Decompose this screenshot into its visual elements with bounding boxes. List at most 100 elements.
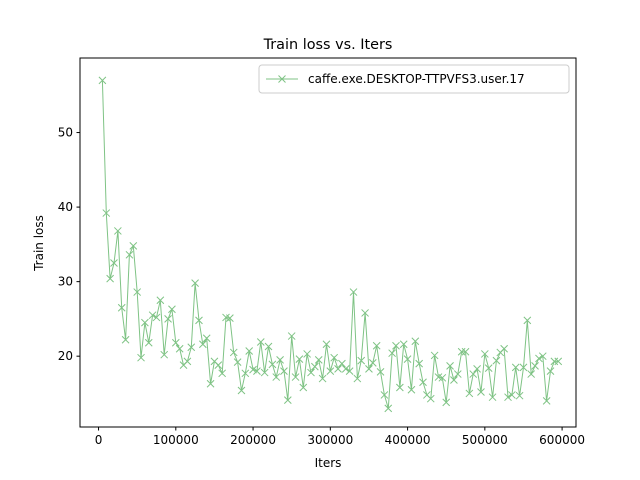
data-point-marker bbox=[229, 348, 238, 357]
data-point-marker bbox=[144, 338, 153, 347]
data-point-marker bbox=[484, 364, 493, 372]
data-point-marker bbox=[137, 353, 145, 362]
data-point-marker bbox=[357, 356, 366, 365]
data-point-marker bbox=[233, 358, 242, 366]
x-tick-label: 500000 bbox=[462, 433, 508, 447]
data-point-marker bbox=[198, 340, 207, 349]
data-point-marker bbox=[480, 350, 489, 358]
data-point-marker bbox=[353, 374, 362, 383]
data-point-marker bbox=[388, 349, 396, 358]
data-point-marker bbox=[183, 357, 192, 366]
data-point-marker bbox=[168, 305, 176, 314]
data-point-marker bbox=[341, 365, 350, 373]
data-point-marker bbox=[372, 341, 381, 350]
data-point-marker bbox=[299, 383, 308, 392]
data-point-marker bbox=[430, 351, 439, 360]
data-point-marker bbox=[415, 359, 424, 368]
x-tick-label: 0 bbox=[95, 433, 103, 447]
data-point-marker bbox=[245, 347, 254, 355]
data-point-marker bbox=[500, 344, 509, 353]
data-point-marker bbox=[121, 335, 130, 344]
legend-line-sample bbox=[266, 75, 298, 83]
data-point-marker bbox=[318, 374, 327, 383]
data-point-marker bbox=[287, 332, 296, 340]
x-axis-title: Iters bbox=[315, 456, 342, 470]
data-point-marker bbox=[554, 357, 563, 366]
data-point-marker bbox=[446, 362, 454, 370]
data-point-marker bbox=[314, 356, 323, 364]
data-point-marker bbox=[191, 279, 199, 287]
data-point-marker bbox=[195, 316, 203, 325]
data-point-marker bbox=[473, 365, 481, 373]
data-point-marker bbox=[465, 389, 474, 398]
x-tick-label: 300000 bbox=[307, 433, 353, 447]
data-point-marker bbox=[117, 303, 126, 312]
data-point-marker bbox=[453, 370, 462, 378]
legend: caffe.exe.DESKTOP-TTPVFS3.user.17 bbox=[258, 64, 570, 94]
data-point-marker bbox=[469, 370, 478, 378]
data-point-marker bbox=[504, 393, 512, 402]
plot-frame bbox=[79, 57, 577, 428]
data-point-marker bbox=[307, 368, 315, 377]
data-point-marker bbox=[477, 388, 485, 396]
legend-label: caffe.exe.DESKTOP-TTPVFS3.user.17 bbox=[308, 72, 525, 86]
chart-title: Train loss vs. Iters bbox=[263, 37, 393, 53]
data-point-marker bbox=[322, 340, 331, 349]
data-point-marker bbox=[442, 398, 451, 407]
data-point-marker bbox=[407, 385, 416, 394]
data-point-marker bbox=[338, 359, 346, 368]
legend-box bbox=[258, 64, 570, 94]
data-point-marker bbox=[368, 359, 377, 367]
data-point-marker bbox=[361, 309, 369, 317]
x-tick-label: 100000 bbox=[153, 433, 199, 447]
data-point-marker bbox=[326, 367, 335, 375]
data-point-marker bbox=[345, 367, 354, 375]
data-point-marker bbox=[531, 362, 539, 370]
legend-marker bbox=[278, 75, 286, 83]
data-point-marker bbox=[538, 352, 547, 361]
data-point-marker bbox=[187, 343, 196, 352]
data-point-marker bbox=[241, 369, 250, 378]
data-point-marker bbox=[206, 379, 215, 388]
data-point-marker bbox=[542, 397, 551, 405]
y-tick-label: 50 bbox=[58, 126, 73, 140]
data-point-marker bbox=[515, 391, 524, 400]
data-point-marker bbox=[457, 347, 466, 356]
data-point-marker bbox=[276, 356, 284, 364]
data-point-marker bbox=[303, 350, 311, 358]
data-point-marker bbox=[129, 242, 138, 250]
data-point-marker bbox=[110, 259, 118, 267]
data-point-marker bbox=[102, 209, 111, 217]
data-point-marker bbox=[264, 342, 273, 351]
data-point-marker bbox=[546, 367, 555, 375]
data-point-marker bbox=[125, 250, 134, 259]
plot-area bbox=[98, 76, 563, 413]
data-point-marker bbox=[330, 353, 339, 362]
data-point-marker bbox=[365, 365, 373, 373]
data-point-marker bbox=[527, 370, 536, 378]
data-point-marker bbox=[291, 373, 300, 381]
data-point-marker bbox=[550, 357, 559, 366]
data-point-marker bbox=[237, 386, 246, 395]
y-tick-label: 40 bbox=[58, 200, 73, 214]
data-point-marker bbox=[511, 363, 520, 372]
data-point-marker bbox=[156, 296, 165, 305]
data-point-marker bbox=[214, 361, 223, 369]
data-point-marker bbox=[384, 404, 393, 413]
data-point-marker bbox=[272, 373, 281, 381]
data-point-marker bbox=[461, 347, 470, 356]
data-point-marker bbox=[349, 288, 358, 296]
data-point-marker bbox=[253, 367, 261, 375]
data-point-marker bbox=[260, 368, 269, 377]
y-tick-label: 30 bbox=[58, 275, 73, 289]
data-point-marker bbox=[334, 365, 342, 373]
data-point-marker bbox=[114, 227, 122, 235]
data-point-marker bbox=[395, 383, 404, 392]
data-point-marker bbox=[280, 367, 288, 375]
y-tick-label: 20 bbox=[58, 349, 73, 363]
data-point-marker bbox=[133, 288, 142, 296]
data-point-marker bbox=[256, 338, 265, 346]
data-point-marker bbox=[164, 315, 172, 323]
data-point-marker bbox=[106, 274, 114, 283]
